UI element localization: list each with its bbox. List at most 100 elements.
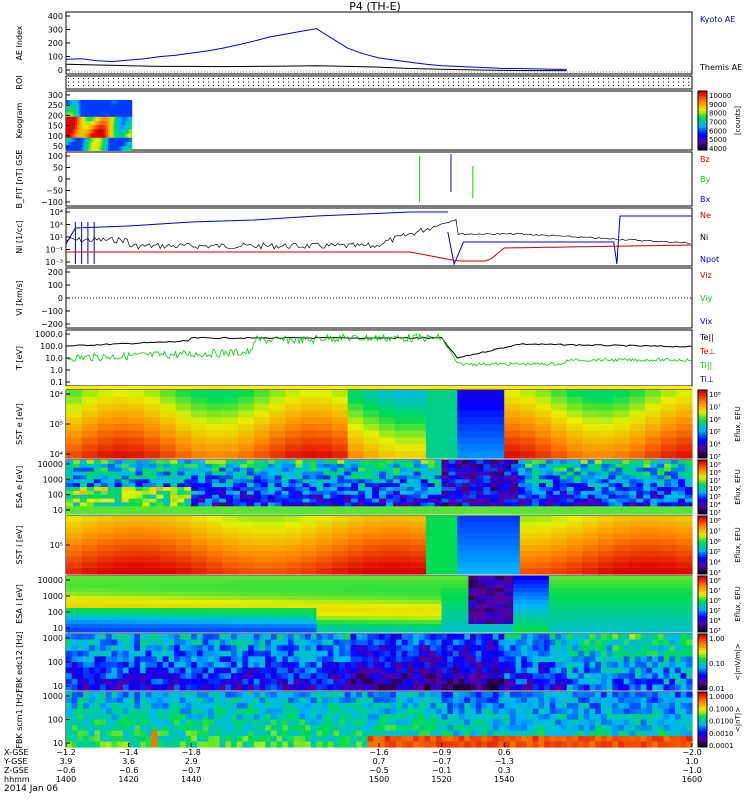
heatmap-cell <box>168 634 175 641</box>
heatmap-cell <box>497 510 505 515</box>
heatmap-cell <box>276 667 283 674</box>
heatmap-cell <box>367 667 374 674</box>
heatmap-cell <box>622 471 630 477</box>
heatmap-cell <box>305 656 312 663</box>
heatmap-cell <box>394 410 411 418</box>
heatmap-cell <box>566 463 575 469</box>
colorbar-cell <box>698 511 707 515</box>
heatmap-cell <box>269 424 286 432</box>
heatmap-cell <box>260 510 269 515</box>
heatmap-cell <box>620 612 630 617</box>
heatmap-cell <box>457 539 474 546</box>
heatmap-cell <box>219 487 227 492</box>
heatmap-cell <box>552 471 561 477</box>
heatmap-cell <box>598 396 615 405</box>
heatmap-cell <box>253 483 262 488</box>
ytick-label: 10⁴ <box>50 208 63 217</box>
heatmap-cell <box>430 650 437 657</box>
heatmap-cell <box>347 521 364 529</box>
heatmap-cell <box>513 576 523 581</box>
roi-dot <box>193 81 194 83</box>
heatmap-cell <box>219 662 226 669</box>
heatmap-cell <box>149 498 158 504</box>
heatmap-cell <box>253 467 262 473</box>
heatmap-cell <box>379 588 389 593</box>
heatmap-cell <box>293 650 300 657</box>
heatmap-cell <box>332 562 349 569</box>
heatmap-cell <box>66 483 74 488</box>
heatmap-cell <box>379 479 387 484</box>
heatmap-cell <box>519 451 537 459</box>
heatmap-cell <box>128 624 139 629</box>
heatmap-cell <box>615 467 624 473</box>
heatmap-cell <box>410 390 427 398</box>
colorbar-cell <box>698 478 707 481</box>
heatmap-cell <box>495 612 505 617</box>
heatmap-cell <box>97 539 114 546</box>
heatmap-cell <box>206 451 224 459</box>
heatmap-cell <box>676 527 693 534</box>
roi-dot <box>323 78 324 79</box>
heatmap-cell <box>488 562 505 569</box>
heatmap-cell <box>146 588 157 593</box>
keogram-cell <box>104 125 107 130</box>
heatmap-cell <box>582 410 599 418</box>
heatmap-cell <box>559 506 568 511</box>
heatmap-cell <box>285 516 302 523</box>
heatmap-cell <box>238 556 255 563</box>
heatmap-cell <box>551 556 568 563</box>
keogram-cell <box>118 142 122 147</box>
heatmap-cell <box>100 475 109 480</box>
heatmap-cell <box>418 650 426 657</box>
keogram-cell <box>104 104 107 109</box>
heatmap-cell <box>481 645 488 652</box>
heatmap-cell <box>209 628 219 633</box>
keogram-cell <box>71 108 74 114</box>
heatmap-cell <box>379 639 386 646</box>
heatmap-cell <box>650 471 658 477</box>
heatmap-cell <box>97 545 114 552</box>
roi-dot <box>93 78 94 79</box>
heatmap-cell <box>370 580 380 585</box>
heatmap-cell <box>468 596 478 601</box>
heatmap-cell <box>246 483 255 488</box>
heatmap-cell <box>427 467 436 473</box>
heatmap-cell <box>218 584 228 589</box>
heatmap-cell <box>339 650 346 657</box>
heatmap-cell <box>347 410 364 418</box>
heatmap-cell <box>504 475 512 480</box>
heatmap-cell <box>620 608 630 613</box>
keogram-cell <box>69 129 72 135</box>
heatmap-cell <box>594 506 603 511</box>
heatmap-cell <box>488 451 505 459</box>
heatmap-cell <box>552 475 561 480</box>
heatmap-cell <box>629 403 646 411</box>
colorbar-label-sst_e: Eflux, EFU <box>734 406 742 441</box>
heatmap-cell <box>622 467 630 473</box>
heatmap-cell <box>81 550 98 558</box>
heatmap-cell <box>504 600 514 605</box>
heatmap-cell <box>356 650 363 657</box>
heatmap-cell <box>248 639 255 646</box>
heatmap-cell <box>356 678 363 685</box>
keogram-cell <box>97 142 100 147</box>
heatmap-cell <box>486 584 496 589</box>
heatmap-cell <box>288 483 297 488</box>
heatmap-cell <box>100 678 107 685</box>
heatmap-cell <box>539 628 550 633</box>
roi-dot <box>553 78 554 79</box>
heatmap-cell <box>538 483 547 488</box>
heatmap-cell <box>525 498 533 504</box>
heatmap-cell <box>191 624 201 629</box>
heatmap-cell <box>330 471 338 477</box>
heatmap-cell <box>365 487 373 492</box>
heatmap-cell <box>532 662 539 669</box>
heatmap-cell <box>674 600 684 605</box>
heatmap-cell <box>522 596 532 601</box>
heatmap-cell <box>361 639 369 646</box>
heatmap-cell <box>513 616 523 621</box>
keogram-cell <box>118 108 122 114</box>
heatmap-cell <box>225 498 234 504</box>
heatmap-cell <box>566 616 577 621</box>
heatmap-cell <box>580 467 589 473</box>
